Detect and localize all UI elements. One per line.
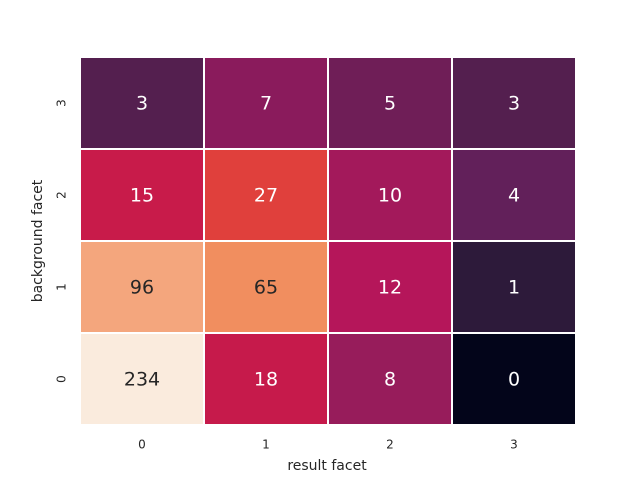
heatmap-cell <box>203 148 329 242</box>
heatmap-cell <box>451 148 577 242</box>
y-tick-label: 1 <box>55 283 69 291</box>
heatmap-cell <box>79 332 205 426</box>
y-tick-label: 3 <box>55 99 69 107</box>
heatmap-cell <box>203 240 329 334</box>
heatmap-cell <box>327 240 453 334</box>
x-tick-label: 3 <box>510 438 518 452</box>
cell-value-label: 0 <box>508 369 520 391</box>
cell-value-label: 4 <box>508 185 520 207</box>
cell-value-label: 12 <box>378 277 402 299</box>
cell-value-label: 27 <box>254 185 278 207</box>
x-axis-label: result facet <box>287 458 367 474</box>
cell-value-label: 1 <box>508 277 520 299</box>
x-tick-label: 1 <box>262 438 270 452</box>
heatmap-cell <box>451 332 577 426</box>
cell-value-label: 10 <box>378 185 402 207</box>
cell-value-label: 18 <box>254 369 278 391</box>
cell-value-label: 96 <box>130 277 154 299</box>
cell-value-label: 65 <box>254 277 278 299</box>
heatmap-cell <box>79 56 205 150</box>
heatmap-cell <box>203 56 329 150</box>
cell-value-label: 3 <box>136 93 148 115</box>
cell-value-label: 8 <box>384 369 396 391</box>
cell-value-label: 7 <box>260 93 272 115</box>
heatmap-cell <box>79 240 205 334</box>
heatmap-cell <box>451 56 577 150</box>
cell-value-label: 5 <box>384 93 396 115</box>
cell-value-label: 234 <box>124 369 160 391</box>
heatmap-cell <box>451 240 577 334</box>
heatmap-cell <box>79 148 205 242</box>
x-tick-label: 2 <box>386 438 394 452</box>
cell-value-label: 3 <box>508 93 520 115</box>
y-tick-label: 2 <box>55 191 69 199</box>
y-axis-label: background facet <box>30 179 46 302</box>
cell-value-label: 15 <box>130 185 154 207</box>
y-tick-label: 0 <box>55 375 69 383</box>
x-tick-label: 0 <box>138 438 146 452</box>
heatmap-cell <box>203 332 329 426</box>
